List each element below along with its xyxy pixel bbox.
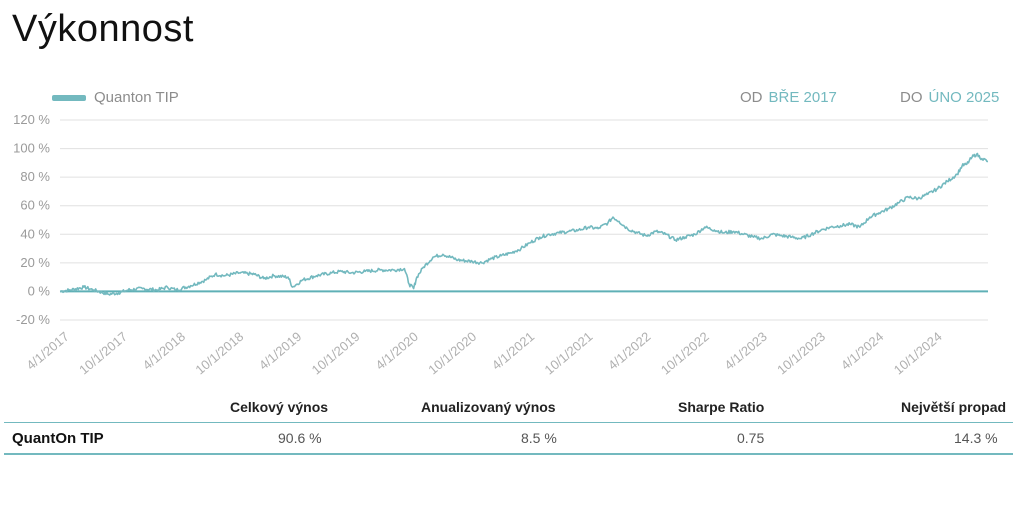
- x-tick-label: 4/1/2023: [721, 329, 769, 373]
- row-name: QuantOn TIP: [12, 430, 104, 447]
- x-tick-label: 4/1/2022: [605, 329, 653, 373]
- y-tick-label: 20 %: [20, 255, 50, 270]
- x-tick-label: 4/1/2021: [489, 329, 537, 373]
- value-max-drawdown: 14.3 %: [954, 430, 998, 446]
- series-line-quanton-tip: [59, 152, 989, 296]
- x-tick-label: 4/1/2017: [23, 329, 71, 373]
- header-total-return: Celkový výnos: [230, 399, 329, 415]
- chart-legend[interactable]: Quanton TIP: [52, 89, 179, 106]
- x-tick-label: 10/1/2019: [309, 329, 363, 378]
- date-from-label: OD: [740, 89, 763, 106]
- date-to-value[interactable]: ÚNO 2025: [928, 89, 1000, 106]
- y-tick-label: 80 %: [20, 169, 50, 184]
- x-tick-label: 10/1/2017: [76, 329, 130, 378]
- x-tick-label: 4/1/2024: [838, 329, 886, 373]
- x-tick-label: 4/1/2019: [256, 329, 304, 373]
- legend-swatch: [52, 94, 86, 101]
- x-tick-label: 10/1/2024: [891, 329, 945, 378]
- performance-chart: -20 % 0 % 20 % 40 % 60 % 80 % 100 % 120 % 4/1/20…: [13, 112, 989, 378]
- stats-table: Celkový výnos Anualizovaný výnos Sharpe …: [4, 392, 1013, 455]
- x-tick-label: 10/1/2020: [425, 329, 479, 378]
- y-tick-label: 120 %: [13, 112, 50, 127]
- header-annualized-return: Anualizovaný výnos: [421, 399, 556, 415]
- y-tick-label: 40 %: [20, 226, 50, 241]
- date-range-to[interactable]: DO ÚNO 2025: [900, 89, 999, 106]
- date-to-label: DO: [900, 89, 923, 106]
- value-annualized-return: 8.5 %: [521, 430, 557, 446]
- y-tick-label: 60 %: [20, 198, 50, 213]
- stats-header-row: Celkový výnos Anualizovaný výnos Sharpe …: [4, 392, 1013, 423]
- table-row: QuantOn TIP 90.6 % 8.5 % 0.75 14.3 %: [4, 423, 1013, 455]
- legend-label: Quanton TIP: [94, 89, 179, 106]
- value-sharpe-ratio: 0.75: [737, 430, 765, 446]
- x-tick-label: 10/1/2023: [774, 329, 828, 378]
- y-tick-label: 100 %: [13, 141, 50, 156]
- y-tick-label: -20 %: [16, 312, 50, 327]
- y-tick-label: 0 %: [28, 283, 51, 298]
- x-tick-label: 4/1/2018: [140, 329, 188, 373]
- date-range-from[interactable]: OD BŘE 2017: [740, 89, 837, 106]
- x-tick-label: 4/1/2020: [373, 329, 421, 373]
- x-tick-label: 10/1/2022: [658, 329, 712, 378]
- page-title: Výkonnost: [12, 8, 194, 50]
- header-sharpe-ratio: Sharpe Ratio: [678, 399, 765, 415]
- header-max-drawdown: Největší propad: [901, 399, 1007, 415]
- value-total-return: 90.6 %: [278, 430, 322, 446]
- date-from-value[interactable]: BŘE 2017: [768, 89, 837, 106]
- x-tick-label: 10/1/2021: [542, 329, 596, 378]
- x-tick-label: 10/1/2018: [192, 329, 246, 378]
